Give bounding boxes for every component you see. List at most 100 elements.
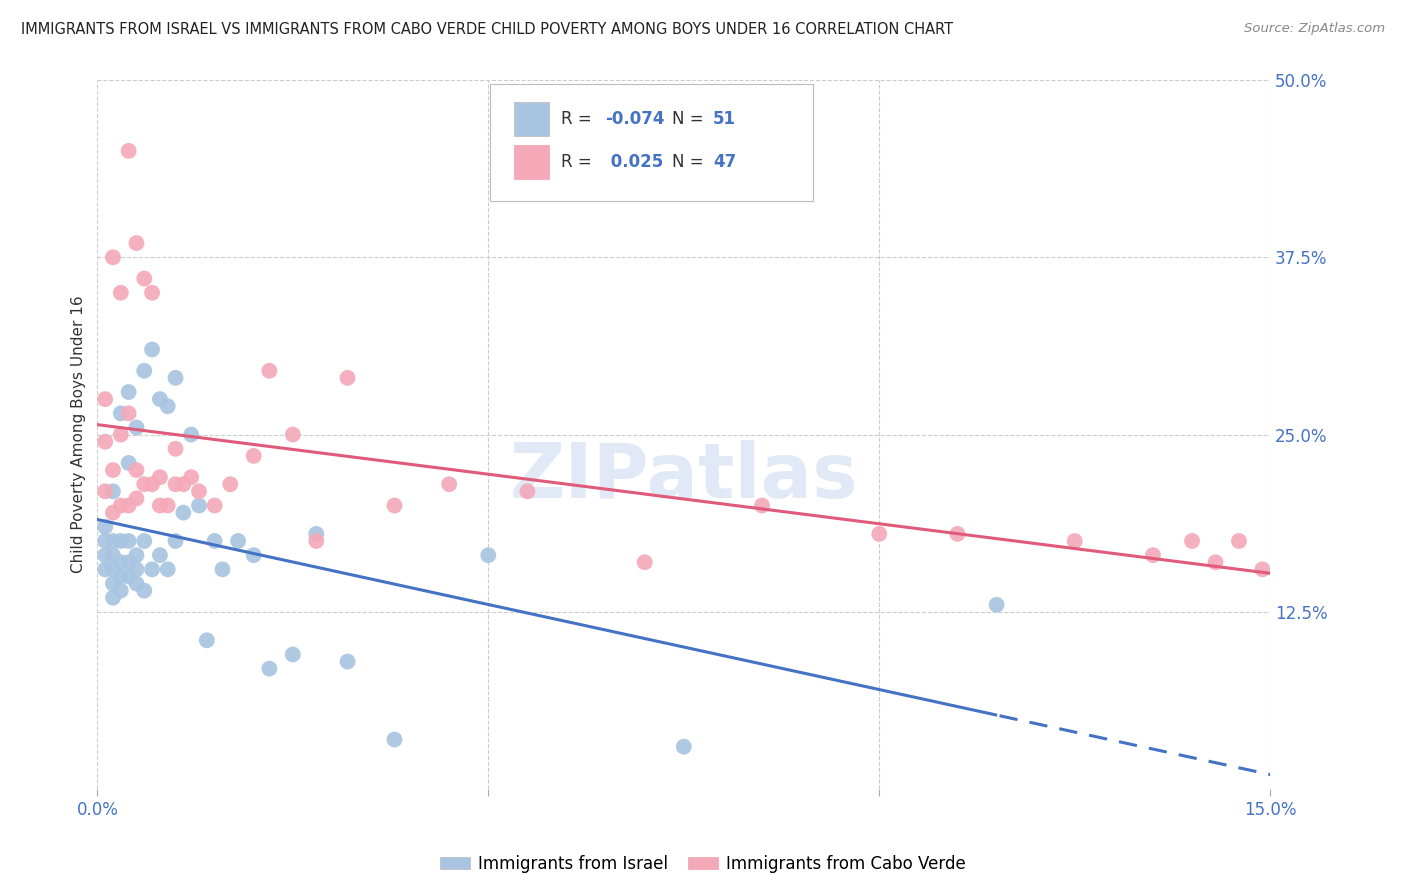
- Point: [94, 484, 117, 499]
- Point: [165, 371, 187, 385]
- Point: [195, 633, 218, 648]
- Point: [141, 343, 163, 357]
- Point: [101, 250, 124, 264]
- Point: [211, 562, 233, 576]
- Text: 47: 47: [713, 153, 737, 170]
- Y-axis label: Child Poverty Among Boys Under 16: Child Poverty Among Boys Under 16: [72, 296, 86, 574]
- Point: [188, 484, 211, 499]
- Point: [134, 477, 156, 491]
- Point: [94, 533, 117, 548]
- Point: [94, 392, 117, 406]
- Point: [125, 548, 148, 562]
- Point: [242, 548, 264, 562]
- Point: [125, 463, 148, 477]
- Point: [101, 562, 124, 576]
- Point: [1181, 533, 1204, 548]
- Point: [110, 569, 132, 583]
- FancyBboxPatch shape: [513, 145, 548, 178]
- Point: [110, 555, 132, 569]
- Point: [101, 576, 124, 591]
- Point: [117, 144, 139, 158]
- Point: [134, 533, 156, 548]
- Point: [125, 576, 148, 591]
- Point: [149, 392, 172, 406]
- Text: IMMIGRANTS FROM ISRAEL VS IMMIGRANTS FROM CABO VERDE CHILD POVERTY AMONG BOYS UN: IMMIGRANTS FROM ISRAEL VS IMMIGRANTS FRO…: [21, 22, 953, 37]
- Point: [336, 655, 359, 669]
- Point: [94, 520, 117, 534]
- Text: R =: R =: [561, 153, 596, 170]
- Text: 0.025: 0.025: [605, 153, 664, 170]
- Point: [110, 427, 132, 442]
- Point: [156, 399, 179, 413]
- Point: [1251, 562, 1274, 576]
- Point: [101, 591, 124, 605]
- Point: [172, 477, 194, 491]
- Point: [134, 583, 156, 598]
- Point: [1227, 533, 1250, 548]
- Point: [751, 499, 773, 513]
- Point: [117, 385, 139, 400]
- Point: [117, 406, 139, 420]
- FancyBboxPatch shape: [491, 84, 813, 201]
- Point: [180, 427, 202, 442]
- FancyBboxPatch shape: [513, 102, 548, 136]
- Text: -0.074: -0.074: [605, 110, 665, 128]
- Point: [634, 555, 657, 569]
- Point: [204, 499, 226, 513]
- Point: [226, 533, 249, 548]
- Point: [156, 499, 179, 513]
- Point: [259, 364, 281, 378]
- Point: [188, 499, 211, 513]
- Point: [110, 406, 132, 420]
- Text: ZIPatlas: ZIPatlas: [509, 440, 858, 514]
- Legend: Immigrants from Israel, Immigrants from Cabo Verde: Immigrants from Israel, Immigrants from …: [433, 848, 973, 880]
- Text: R =: R =: [561, 110, 596, 128]
- Point: [305, 533, 328, 548]
- Point: [149, 470, 172, 484]
- Point: [101, 533, 124, 548]
- Point: [281, 648, 304, 662]
- Point: [141, 562, 163, 576]
- Point: [336, 371, 359, 385]
- Point: [1205, 555, 1227, 569]
- Point: [149, 548, 172, 562]
- Point: [101, 548, 124, 562]
- Point: [281, 427, 304, 442]
- Point: [305, 527, 328, 541]
- Point: [110, 533, 132, 548]
- Point: [384, 499, 406, 513]
- Point: [94, 562, 117, 576]
- Point: [125, 562, 148, 576]
- Point: [1142, 548, 1164, 562]
- Point: [125, 491, 148, 506]
- Point: [172, 506, 194, 520]
- Point: [117, 499, 139, 513]
- Point: [125, 420, 148, 434]
- Point: [180, 470, 202, 484]
- Point: [868, 527, 890, 541]
- Point: [149, 499, 172, 513]
- Point: [117, 569, 139, 583]
- Point: [101, 506, 124, 520]
- Point: [117, 456, 139, 470]
- Point: [259, 662, 281, 676]
- Point: [110, 499, 132, 513]
- Point: [165, 477, 187, 491]
- Point: [101, 484, 124, 499]
- Text: Source: ZipAtlas.com: Source: ZipAtlas.com: [1244, 22, 1385, 36]
- Point: [516, 484, 538, 499]
- Text: 51: 51: [713, 110, 737, 128]
- Point: [141, 477, 163, 491]
- Point: [94, 434, 117, 449]
- Point: [134, 364, 156, 378]
- Point: [219, 477, 242, 491]
- Point: [986, 598, 1008, 612]
- Text: N =: N =: [672, 110, 709, 128]
- Point: [134, 271, 156, 285]
- Point: [946, 527, 969, 541]
- Point: [110, 285, 132, 300]
- Point: [204, 533, 226, 548]
- Point: [110, 583, 132, 598]
- Point: [117, 533, 139, 548]
- Point: [477, 548, 499, 562]
